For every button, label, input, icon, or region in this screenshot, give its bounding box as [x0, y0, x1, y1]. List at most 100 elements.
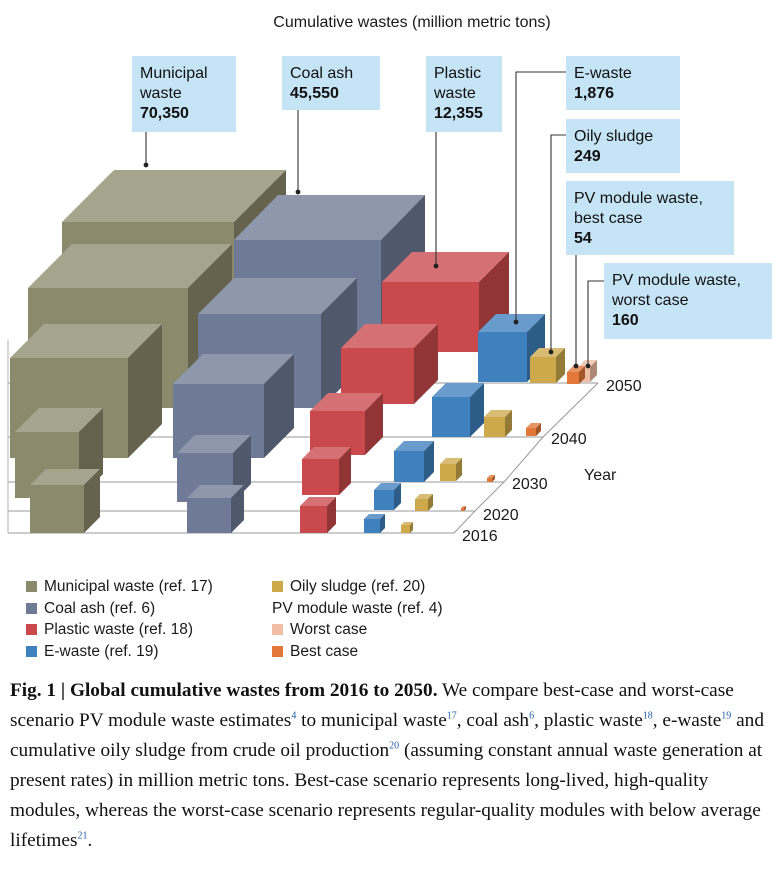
bar-pv-best [487, 475, 495, 482]
leader-dot [143, 162, 149, 168]
legend-item-e-waste: E-waste (ref. 19) [26, 641, 213, 663]
callout-value: 1,876 [574, 85, 614, 102]
bar-plastic [300, 497, 336, 533]
caption-text: and cumulative oily sludge from crude oi… [10, 710, 764, 761]
bar-pv-best [461, 506, 466, 511]
callout-box [282, 56, 380, 110]
legend-label: Municipal waste (ref. 17) [44, 578, 213, 596]
bar-e-waste [374, 483, 401, 510]
chart-title: Cumulative wastes (million metric tons) [273, 14, 550, 31]
legend-swatch [272, 645, 283, 657]
caption-label: Fig. 1 | Global cumulative wastes from 2… [10, 680, 438, 701]
callout-label: PV module waste, [612, 272, 741, 289]
bar-municipal [30, 469, 100, 533]
callout-municipal: Municipal waste 70,350 [132, 56, 236, 132]
leader-line [550, 134, 566, 352]
legend-item-municipal: Municipal waste (ref. 17) [26, 576, 213, 598]
leader-line [515, 71, 566, 322]
caption-text: . [87, 830, 93, 851]
caption-ref[interactable]: 20 [389, 740, 400, 752]
bar-group [10, 170, 597, 533]
callout-pv-worst: PV module waste, worst case 160 [604, 263, 772, 339]
legend-swatch [26, 602, 37, 614]
legend-label: Oily sludge (ref. 20) [290, 578, 426, 596]
legend-item-plastic: Plastic waste (ref. 18) [26, 619, 213, 641]
legend: Municipal waste (ref. 17) Coal ash (ref.… [26, 576, 496, 664]
legend-swatch [272, 624, 283, 636]
year-label-2040: 2040 [551, 431, 587, 448]
bar-coal-ash [187, 485, 244, 533]
callout-value: 249 [574, 148, 601, 165]
callout-pv-best: PV module waste, best case 54 [566, 181, 734, 255]
callout-label: Coal ash [290, 65, 353, 82]
caption-text: , plastic waste [534, 710, 643, 731]
bar-plastic [341, 324, 438, 404]
year-label-2030: 2030 [512, 476, 548, 493]
caption-text: to municipal waste [296, 710, 447, 731]
callout-label: worst case [611, 292, 689, 309]
caption-ref[interactable]: 19 [721, 710, 732, 722]
legend-column-1: Municipal waste (ref. 17) Coal ash (ref.… [26, 576, 213, 662]
callout-e-waste: E-waste 1,876 [566, 56, 680, 110]
legend-item-oily-sludge: Oily sludge (ref. 20) [272, 576, 443, 598]
caption-ref[interactable]: 18 [642, 710, 653, 722]
callout-value: 12,355 [434, 105, 483, 122]
caption-text: (assuming constant annual waste generati… [10, 740, 763, 851]
callout-label: Plastic [434, 65, 481, 82]
leader-line [587, 280, 604, 366]
bar-oily-sludge [530, 348, 565, 383]
callout-oily-sludge: Oily sludge 249 [566, 119, 680, 173]
bar-pv-best [567, 366, 585, 384]
caption-ref[interactable]: 21 [77, 830, 88, 842]
caption-ref[interactable]: 17 [446, 710, 457, 722]
callout-group: Municipal waste 70,350 Coal ash 45,550 Plasti… [132, 56, 772, 339]
legend-column-2: Oily sludge (ref. 20) PV module waste (r… [272, 576, 443, 662]
caption-ref[interactable]: 6 [529, 710, 535, 722]
legend-swatch [272, 581, 283, 593]
caption-text: , coal ash [456, 710, 530, 731]
bar-e-waste [432, 383, 484, 437]
bar-plastic [310, 393, 383, 455]
callout-value: 54 [574, 230, 592, 247]
leader-dot [585, 363, 591, 369]
callout-value: 160 [612, 312, 639, 329]
callout-value: 45,550 [290, 85, 339, 102]
callout-value: 70,350 [140, 105, 189, 122]
callout-leader-lines [143, 71, 604, 369]
year-label-2016: 2016 [462, 528, 498, 545]
bar-oily-sludge [440, 458, 462, 481]
leader-dot [295, 189, 301, 195]
callout-box [132, 56, 236, 132]
callout-box [566, 119, 680, 173]
callout-coal-ash: Coal ash 45,550 [282, 56, 380, 110]
year-label-2020: 2020 [483, 507, 519, 524]
legend-label: Worst case [290, 621, 368, 639]
bar-pv-best [526, 423, 541, 436]
legend-pv-heading: PV module waste (ref. 4) [272, 599, 443, 617]
bar-oily-sludge [401, 522, 413, 533]
legend-item-pv-best: Best case [272, 641, 443, 663]
callout-box [566, 181, 734, 255]
leader-dot [573, 363, 579, 369]
callout-box [566, 56, 680, 110]
leader-dot [513, 319, 519, 325]
legend-swatch [26, 581, 37, 593]
leader-dot [433, 263, 439, 269]
leader-dot [548, 349, 554, 355]
callout-plastic: Plastic waste 12,355 [426, 56, 502, 132]
caption-ref[interactable]: 4 [291, 710, 297, 722]
callout-box [604, 263, 772, 339]
callout-label: E-waste [574, 65, 632, 82]
year-axis-title: Year [584, 467, 617, 484]
caption-text: We compare best-case and worst-case scen… [10, 680, 734, 731]
legend-item-pv-worst: Worst case [272, 619, 443, 641]
callout-box [426, 56, 502, 132]
figure-caption: Fig. 1 | Global cumulative wastes from 2… [10, 676, 772, 856]
bar-oily-sludge [415, 494, 433, 511]
legend-label: Coal ash (ref. 6) [44, 599, 156, 617]
waste-3d-bar-chart: Municipal waste 70,350 Coal ash 45,550 Plasti… [7, 14, 772, 545]
legend-label: Best case [290, 642, 359, 660]
callout-label: waste [139, 85, 182, 102]
legend-swatch [26, 645, 37, 657]
callout-label: best case [574, 210, 643, 227]
